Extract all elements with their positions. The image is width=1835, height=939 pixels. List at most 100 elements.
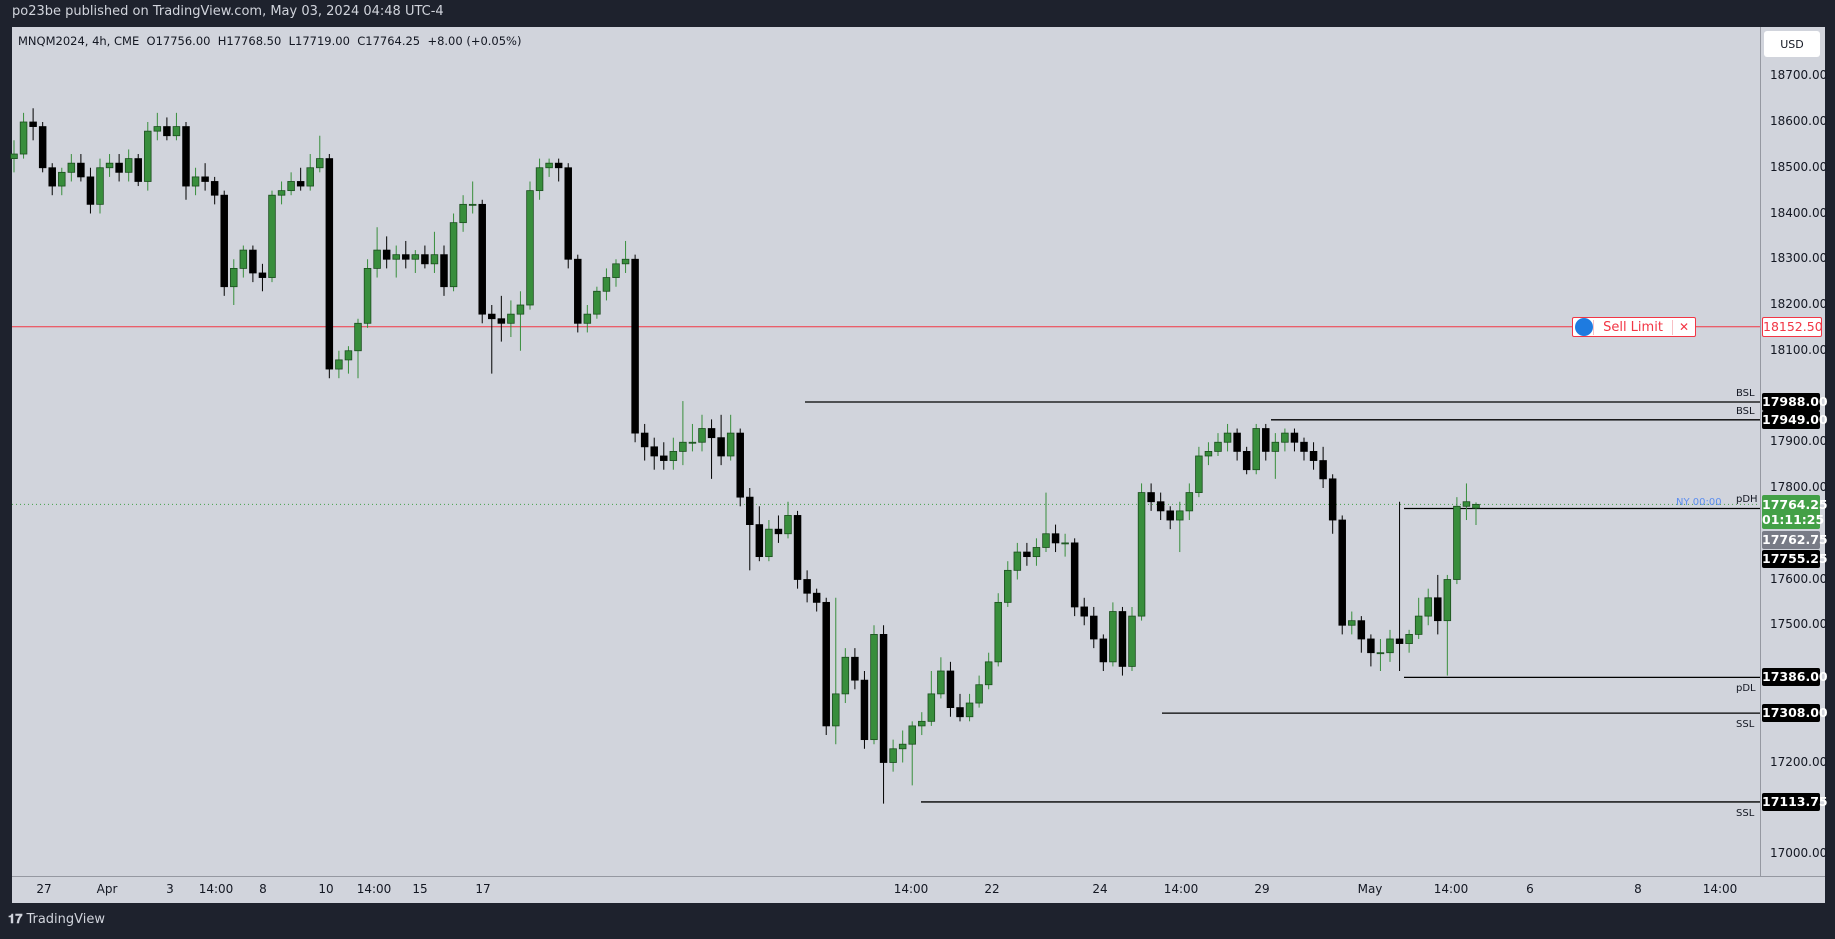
candle-body (755, 524, 764, 558)
level-label: SSL (1736, 807, 1755, 819)
candle-body (612, 263, 620, 278)
candle-body (650, 446, 658, 457)
time-tick: 27 (36, 882, 52, 896)
candle-body (1414, 615, 1423, 635)
candle-body (363, 267, 372, 324)
candle-body (631, 258, 639, 434)
candle-body (1137, 492, 1146, 617)
candle-body (669, 450, 678, 461)
candle-body (296, 181, 305, 187)
candle-body (1424, 597, 1432, 617)
candle-body (1290, 432, 1299, 443)
candle-body (201, 176, 209, 182)
candle-body (621, 258, 630, 265)
candle-body (1242, 450, 1251, 471)
candle-body (1032, 547, 1041, 558)
candle-body (1185, 492, 1194, 512)
candle-body (1309, 450, 1318, 461)
time-axis-border (12, 876, 1825, 877)
last-price-badge: 17764.25 01:11:25 (1762, 495, 1828, 529)
time-tick: 29 (1254, 882, 1270, 896)
candle-body (726, 432, 735, 457)
tradingview-logo[interactable]: 𝟏𝟕 TradingView (8, 912, 105, 927)
last-price: 17764.25 (1762, 497, 1828, 512)
candle-body (38, 126, 47, 169)
legend-change: +8.00 (+0.05%) (427, 34, 522, 48)
candle-body (316, 158, 324, 169)
candle-body (898, 743, 907, 750)
time-tick: 10 (318, 882, 334, 896)
candle-body (1051, 533, 1060, 544)
price-tick: 17000.00 (1770, 846, 1828, 860)
candle-body (1166, 510, 1174, 521)
candle-body (344, 350, 353, 361)
candle-body (535, 167, 544, 192)
candle-body (803, 579, 811, 594)
candle-body (879, 634, 888, 763)
candle-body (153, 126, 162, 132)
close-icon[interactable]: ✕ (1678, 320, 1690, 334)
time-tick: 17 (475, 882, 491, 896)
level-price-badge: 17308.00 (1762, 704, 1828, 723)
candle-body (10, 153, 18, 159)
currency-button[interactable]: USD (1764, 31, 1820, 57)
candle-body (1338, 519, 1346, 626)
ny-session-label: NY 00:00 (1676, 497, 1722, 508)
candle-body (746, 496, 754, 525)
candle-body (67, 162, 76, 173)
candle-body (736, 432, 744, 498)
price-axis-border (1760, 27, 1761, 876)
time-tick: 14:00 (356, 882, 392, 896)
candle-body (421, 254, 429, 265)
price-tick: 17500.00 (1770, 617, 1828, 632)
candle-body (478, 203, 486, 315)
candle-body (287, 181, 295, 192)
candle-body (574, 258, 582, 324)
candle-body (851, 656, 859, 681)
candle-body (268, 194, 276, 278)
candle-body (440, 254, 448, 288)
candle-body (698, 428, 706, 443)
candle-body (459, 203, 467, 224)
candle-body (918, 720, 926, 727)
gray-price-badge: 17762.75 (1762, 531, 1828, 549)
candle-body (554, 162, 563, 169)
candle-body (822, 601, 830, 727)
order-label: Sell Limit (1593, 319, 1673, 335)
candle-body (497, 318, 506, 324)
candle-body (1147, 492, 1155, 503)
chart-panel[interactable] (12, 27, 1825, 903)
candle-body (306, 167, 314, 187)
price-tick: 17200.00 (1770, 754, 1828, 769)
candle-body (688, 441, 697, 444)
candle-body (48, 167, 56, 187)
sell-limit-order[interactable]: Sell Limit ✕ (1572, 317, 1696, 337)
price-tick: 18400.00 (1770, 205, 1828, 220)
time-tick: 8 (259, 882, 267, 896)
candle-body (172, 126, 181, 137)
candle-body (468, 203, 477, 206)
price-tick: 18300.00 (1770, 251, 1828, 266)
candle-body (526, 190, 534, 306)
time-tick: 14:00 (893, 882, 929, 896)
candle-body (105, 162, 114, 169)
candle-body (660, 455, 668, 461)
bar-countdown: 01:11:25 (1762, 512, 1825, 527)
level-label: pDH (1736, 494, 1758, 506)
candle-body (1262, 428, 1270, 452)
drag-handle-icon[interactable] (1575, 318, 1593, 336)
candle-body (1023, 551, 1031, 558)
candle-body (1004, 569, 1012, 603)
time-tick: 22 (984, 882, 1000, 896)
candle-body (1300, 441, 1308, 452)
candle-body (1405, 634, 1413, 644)
candle-body (1319, 460, 1327, 480)
candle-body (707, 428, 716, 439)
candle-body (679, 441, 687, 452)
candle-body (507, 313, 515, 324)
level-price-badge: 17113.75 (1762, 792, 1828, 811)
candle-body (230, 267, 238, 288)
candle-body (1367, 638, 1375, 654)
candle-body (1328, 478, 1337, 521)
